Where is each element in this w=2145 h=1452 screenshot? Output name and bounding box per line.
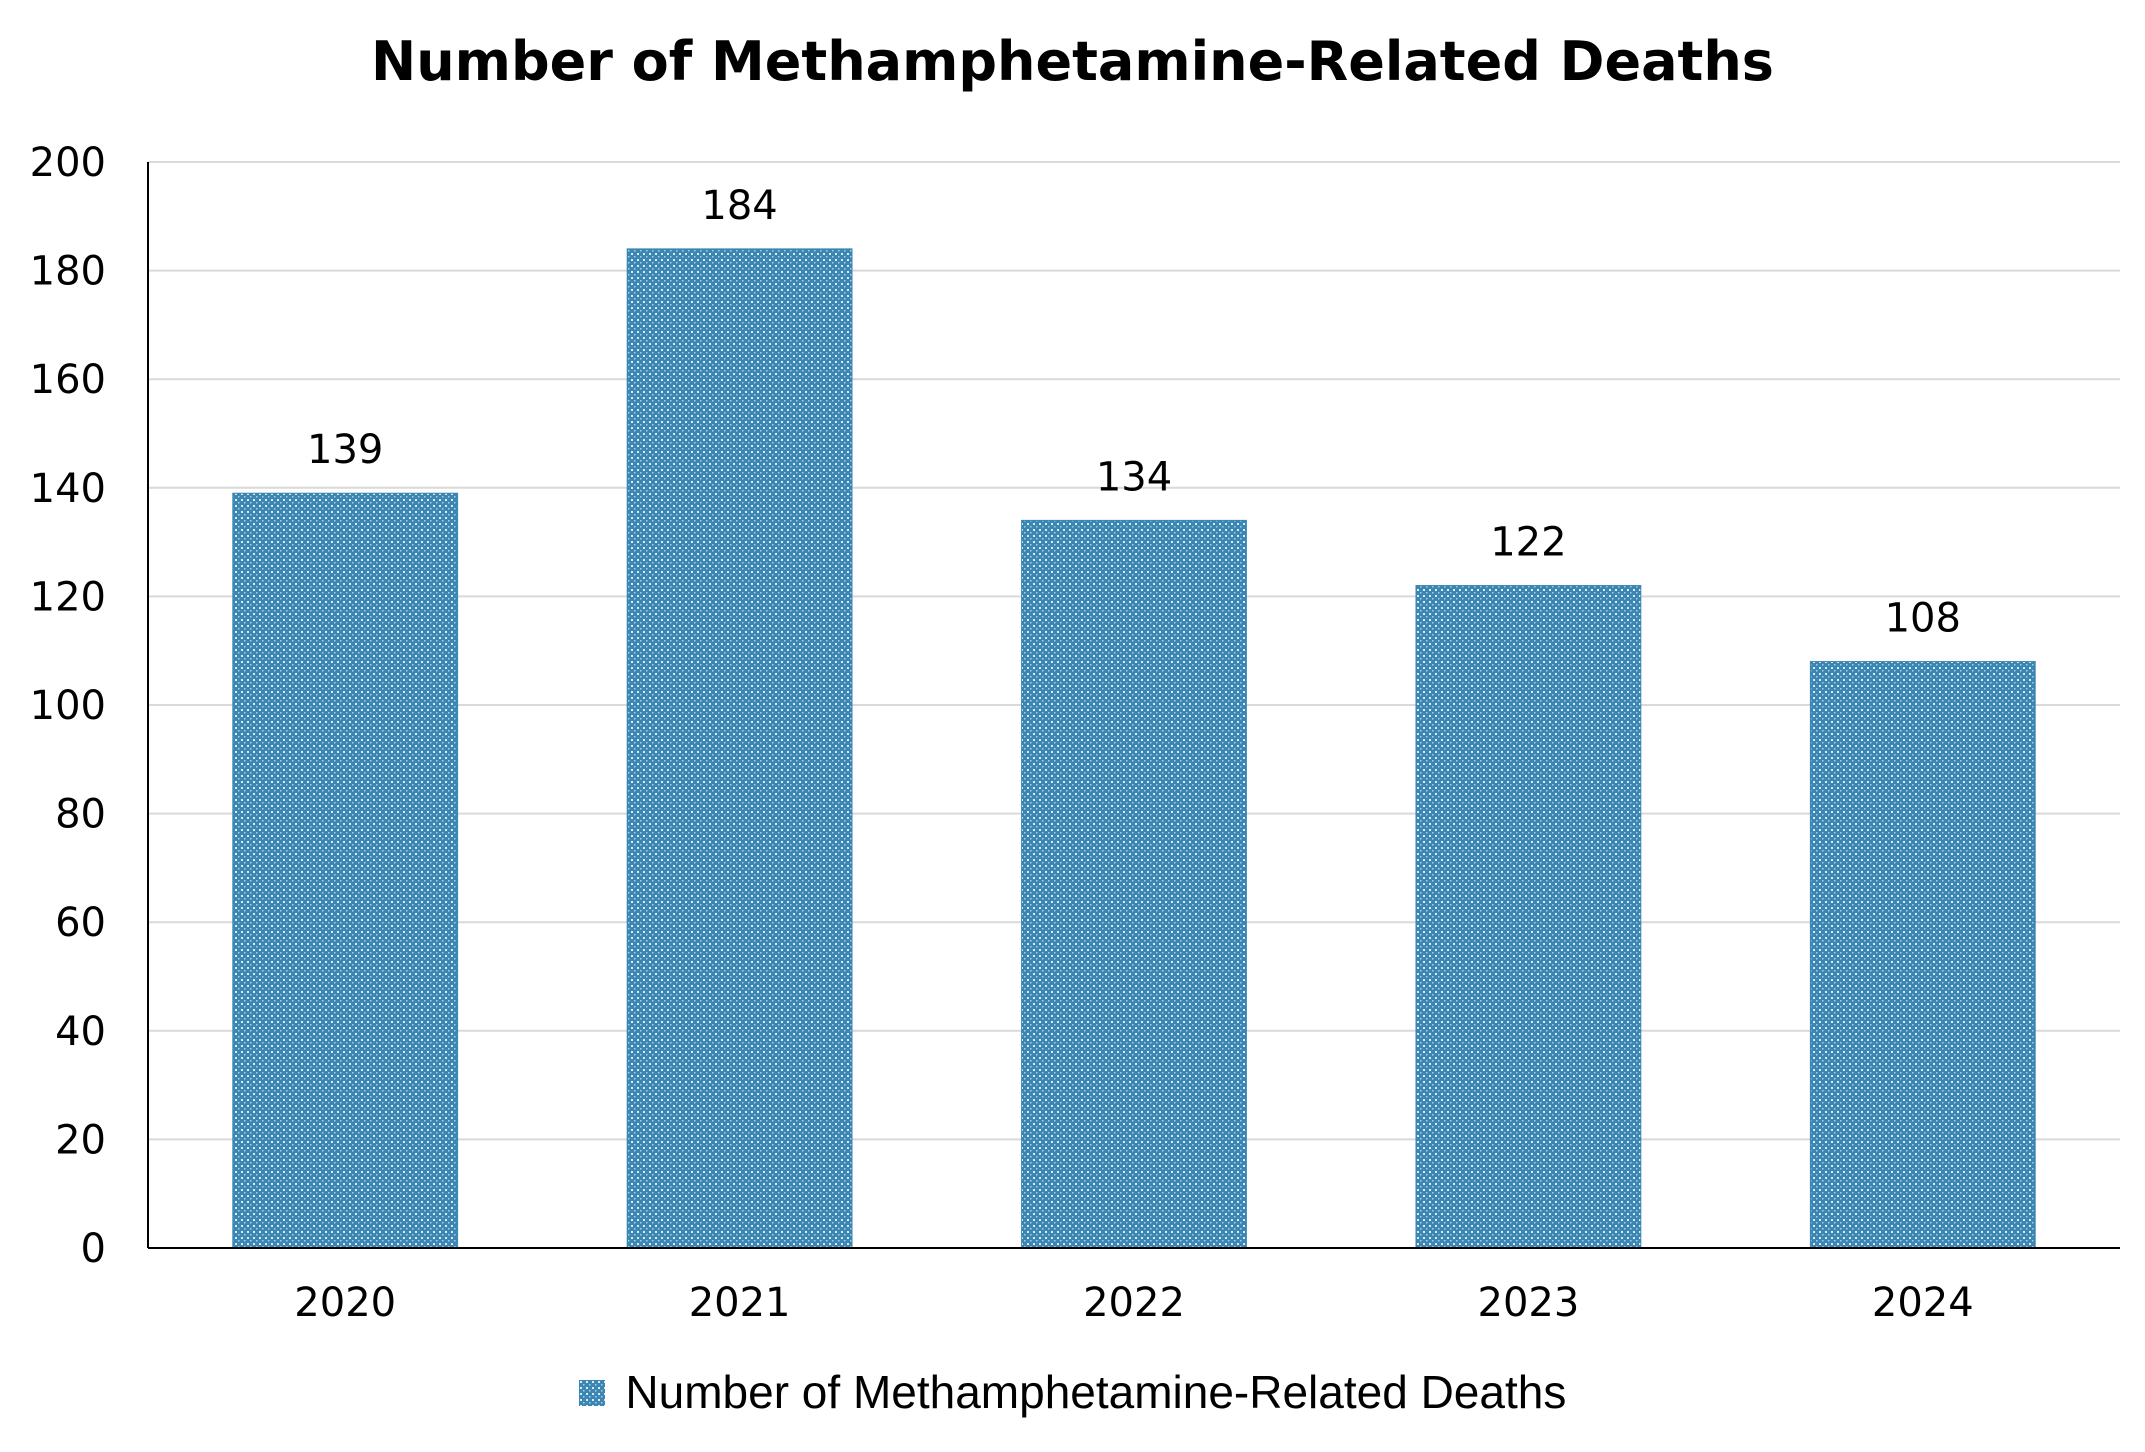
y-tick-label: 180	[30, 249, 106, 295]
data-label-2020: 139	[307, 427, 383, 473]
legend-swatch	[578, 1379, 605, 1406]
bar-2021	[626, 248, 853, 1249]
data-label-2024: 108	[1885, 596, 1961, 642]
y-tick-labels: 0 20 40 60 80 100 120 140 160 180 200	[30, 140, 106, 1272]
y-tick-label: 160	[30, 357, 106, 403]
bars	[232, 248, 2036, 1249]
bar-2024	[1809, 661, 2036, 1249]
x-tick-label-2021: 2021	[689, 1280, 791, 1326]
y-tick-label: 100	[30, 683, 106, 729]
y-tick-label: 0	[81, 1226, 106, 1272]
data-label-2022: 134	[1096, 454, 1172, 500]
data-labels: 139 184 134 122 108	[307, 183, 1961, 642]
axes	[147, 162, 2120, 1249]
bar-2020	[232, 492, 459, 1249]
bar-2023	[1415, 585, 1642, 1249]
y-tick-label: 120	[30, 574, 106, 620]
y-tick-label: 20	[55, 1117, 106, 1163]
data-label-2021: 184	[701, 183, 777, 229]
bar-2022	[1021, 519, 1247, 1249]
x-tick-label-2023: 2023	[1478, 1280, 1580, 1326]
y-tick-label: 40	[55, 1009, 106, 1055]
x-tick-label-2022: 2022	[1083, 1280, 1185, 1326]
y-tick-label: 140	[30, 466, 106, 512]
x-tick-label-2024: 2024	[1872, 1280, 1974, 1326]
legend-label: Number of Methamphetamine-Related Deaths	[625, 1366, 1567, 1418]
chart-title: Number of Methamphetamine-Related Deaths	[371, 30, 1774, 93]
legend: Number of Methamphetamine-Related Deaths	[0, 1365, 2145, 1419]
y-tick-label: 200	[30, 140, 106, 186]
data-label-2023: 122	[1490, 520, 1566, 566]
y-tick-label: 60	[55, 900, 106, 946]
x-tick-labels: 2020 2021 2022 2023 2024	[294, 1280, 1973, 1326]
x-tick-label-2020: 2020	[294, 1280, 396, 1326]
y-tick-label: 80	[55, 792, 106, 838]
